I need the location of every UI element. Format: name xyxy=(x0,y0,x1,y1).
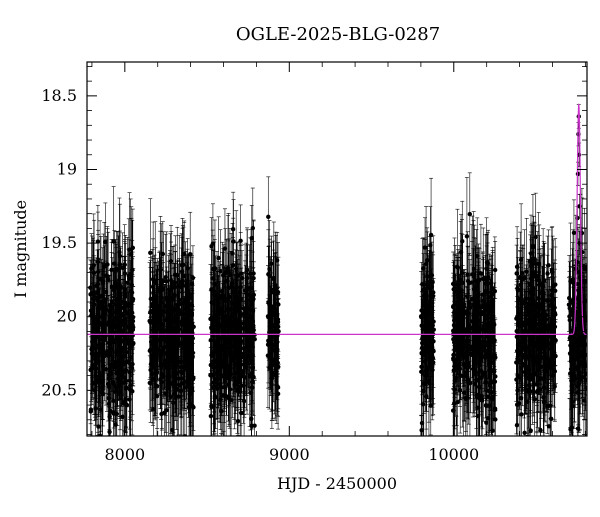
data-point xyxy=(461,393,465,483)
data-point xyxy=(105,229,109,300)
x-tick-label: 8000 xyxy=(104,445,145,464)
x-axis-label: HJD - 2450000 xyxy=(277,474,397,493)
y-tick-label: 19.5 xyxy=(41,233,77,252)
y-tick-label: 18.5 xyxy=(41,86,77,105)
y-tick-label: 20 xyxy=(57,307,77,326)
y-tick-label: 19 xyxy=(57,159,77,178)
x-tick-label: 9000 xyxy=(269,445,310,464)
y-tick-label: 20.5 xyxy=(41,380,77,399)
plot-area xyxy=(87,104,589,512)
x-tick-label: 10000 xyxy=(428,445,479,464)
y-axis-label: I magnitude xyxy=(11,200,30,298)
chart-title: OGLE-2025-BLG-0287 xyxy=(236,24,440,45)
data-point xyxy=(468,173,472,256)
data-point xyxy=(567,398,571,497)
